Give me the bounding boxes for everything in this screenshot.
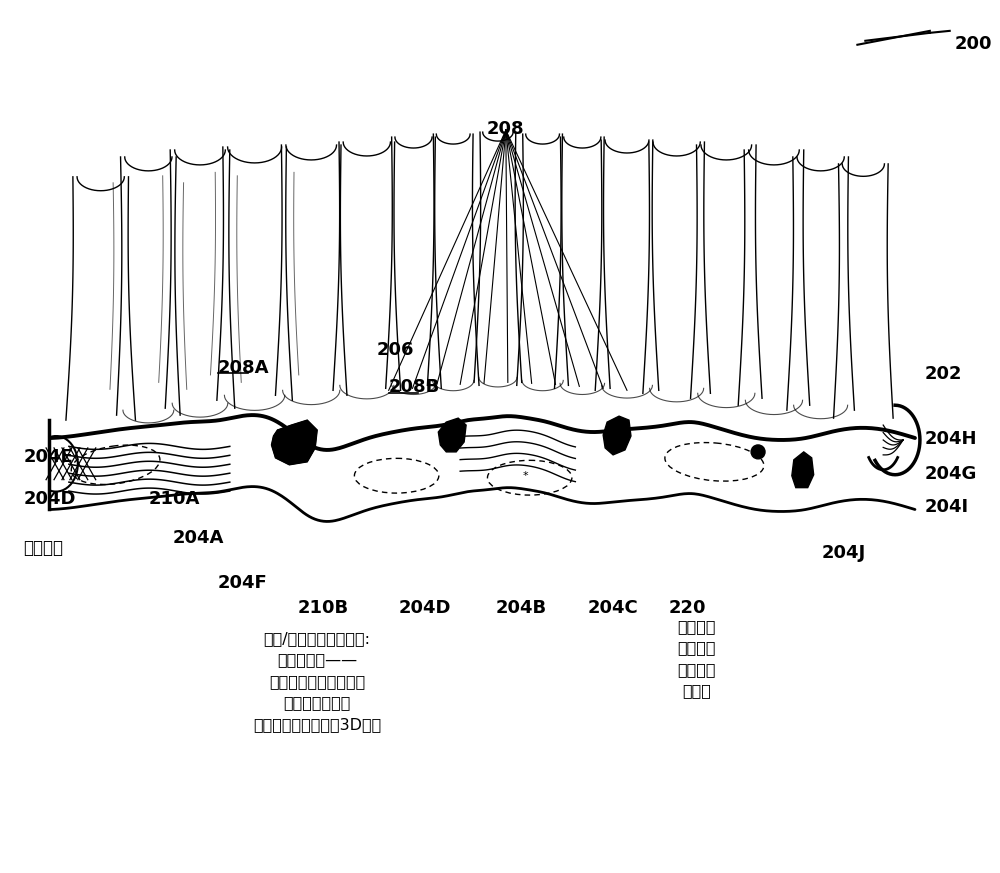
- Text: 进行缝隙
切割以软
化材料并
减小力: 进行缝隙 切割以软 化材料并 减小力: [677, 619, 716, 698]
- Text: 206: 206: [377, 340, 414, 359]
- Text: 204F: 204F: [218, 574, 268, 592]
- Text: 加固阵列: 加固阵列: [23, 540, 63, 557]
- Circle shape: [751, 445, 765, 459]
- Text: 204E: 204E: [23, 448, 73, 466]
- Polygon shape: [603, 416, 631, 455]
- Text: 204D: 204D: [23, 490, 76, 507]
- Text: 204B: 204B: [496, 599, 547, 617]
- Text: 204C: 204C: [587, 599, 638, 617]
- Text: 208: 208: [487, 120, 525, 138]
- Text: 204I: 204I: [925, 498, 969, 516]
- Text: 折叠/卷边结构可被称为:
虚拟附接件——
无需使用不同材料即可
加固矫正器外壳
适用于热成形和直接3D打印: 折叠/卷边结构可被称为: 虚拟附接件—— 无需使用不同材料即可 加固矫正器外壳 …: [253, 630, 381, 732]
- Text: *: *: [523, 471, 529, 481]
- Text: 210B: 210B: [297, 599, 348, 617]
- Text: 200: 200: [955, 35, 992, 53]
- Polygon shape: [438, 418, 466, 452]
- Polygon shape: [792, 452, 814, 488]
- Text: 204H: 204H: [925, 430, 977, 448]
- Text: 208B: 208B: [389, 378, 440, 396]
- Polygon shape: [271, 420, 317, 464]
- Text: 204J: 204J: [822, 544, 866, 562]
- Text: 204D: 204D: [399, 599, 451, 617]
- Text: 220: 220: [669, 599, 706, 617]
- Text: 204A: 204A: [172, 529, 224, 547]
- Text: 210A: 210A: [148, 490, 200, 507]
- Text: 202: 202: [925, 366, 962, 383]
- Text: 208A: 208A: [218, 359, 269, 376]
- Text: 204G: 204G: [925, 464, 977, 483]
